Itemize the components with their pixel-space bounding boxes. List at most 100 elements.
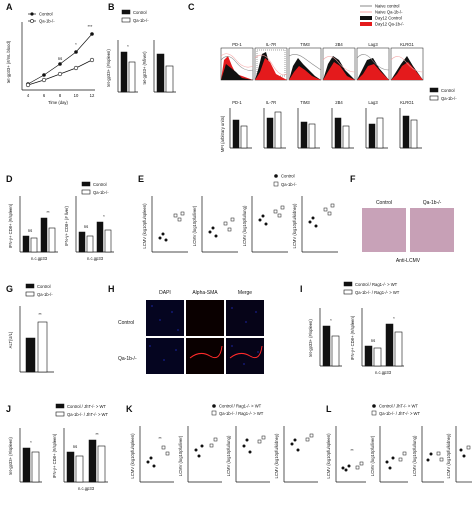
- scatter-ylabel: LCMV (log10pfu/spleen): [130, 433, 135, 479]
- legend-label: Qa-1b-/-: [133, 18, 149, 23]
- panel-j-xlabel: n.c.gp33: [78, 486, 95, 491]
- panel-i: I Control / Rag1-/- > WT Qa-1b-/- / Rag1…: [300, 281, 404, 375]
- bar-control: [266, 117, 274, 149]
- panel-c-histograms: PD-1 IL-7R TIM3: [220, 42, 424, 81]
- sig-marker: *: [330, 318, 332, 323]
- histogram-klrg1: KLRG1: [390, 42, 424, 81]
- panel-f-col: Control: [376, 200, 392, 206]
- legend-label: Control / Rag1-/- > WT: [355, 282, 398, 287]
- panel-e-legend: Control Qa-1b-/-: [273, 174, 297, 187]
- legend-label: Day12 Control: [375, 16, 402, 21]
- bar-ko: [165, 65, 174, 93]
- panel-c-mfi: PD-1 IL-7R TIM3 2B4 Lag3 KLRG1 MFI (arbi…: [220, 100, 422, 152]
- panel-b-legend: Control Qa-1b-/-: [121, 9, 149, 23]
- scatter-ylabel: LCMV (log10pfu/kidney): [274, 433, 279, 479]
- micrograph: [186, 300, 224, 336]
- scatter-ylabel: LCMV (log10pfu/kidney): [292, 203, 297, 249]
- bar-ko: [331, 335, 340, 367]
- sig-marker: ***: [88, 24, 93, 29]
- micrograph: [146, 338, 184, 374]
- panel-a-legend: Control Qa-1b-/-: [28, 12, 55, 24]
- panel-d-legend: Control Qa-1b-/-: [81, 181, 109, 195]
- panel-g: G Control Qa-1b-/- ALT(U/L) **: [6, 283, 54, 373]
- panel-a-xtick: 6: [43, 93, 46, 98]
- data-point: [74, 50, 78, 54]
- marker-label: KLRG1: [400, 100, 414, 105]
- marker-label: 2B4: [335, 100, 343, 105]
- panel-j-ylabel: tet-gp33+ (#/spleen): [8, 437, 13, 475]
- histogram-tim3: TIM3: [288, 42, 322, 81]
- panel-b-ylabel: tet-gp33+ (#/spleen): [106, 49, 111, 87]
- bar-ko: [31, 451, 40, 483]
- bar-control: [120, 51, 128, 93]
- data-point: [90, 32, 94, 36]
- legend-label: Qa-1b-/- / Rag1-/- > WT: [355, 290, 400, 295]
- panel-d-ylabel: IFN-γ+ CD8+ (# liver): [64, 206, 69, 246]
- panel-d: D Control Qa-1b-/- IFN-γ+ CD8+ (#/spleen…: [6, 174, 114, 261]
- bar-control: [22, 235, 30, 253]
- scatter-ylabel: LCMV (log10pfu/spleen): [142, 203, 147, 249]
- panel-c-legend-bottom: Control Qa-1b-/-: [429, 87, 457, 101]
- legend-label: Control / JhT-/- > WT: [379, 404, 418, 409]
- panel-f-label: F: [350, 174, 356, 184]
- legend-label: Qa-1b-/-: [93, 190, 109, 195]
- panel-g-ylabel: ALT(U/L): [8, 331, 13, 348]
- bar-ko: [104, 229, 112, 253]
- panel-h-row: Qa-1b-/-: [118, 356, 137, 362]
- bar-control: [402, 115, 410, 149]
- legend-label: Qa-1b-/-: [441, 96, 457, 101]
- marker-label: Lag3: [368, 42, 378, 47]
- panel-d-ylabel: IFN-γ+ CD8+ (#/spleen): [8, 203, 13, 248]
- panel-d-xlabel: n.c.gp33: [31, 256, 48, 261]
- panel-e: E Control Qa-1b-/- LCMV (log10pfu/spleen…: [138, 174, 338, 253]
- panel-f: F Control Qa-1b-/- Anti-LCMV: [350, 174, 454, 264]
- legend-label: Control: [133, 10, 147, 15]
- marker-label: PD-1: [232, 42, 242, 47]
- legend-label: Control: [441, 88, 455, 93]
- panel-b: B Control Qa-1b-/- tet-gp33+ (#/spleen) …: [106, 2, 176, 93]
- legend-label: Control: [93, 182, 107, 187]
- panel-h-col: Alpha-SMA: [192, 290, 218, 296]
- panel-i-ylabel: tet-gp33+ (#/spleen): [308, 319, 313, 357]
- marker-label: TIM3: [300, 42, 310, 47]
- panel-k-label: K: [126, 404, 133, 414]
- legend-label: Qa-1b-/- / Rag1-/- > WT: [219, 411, 264, 416]
- panel-a-xtick: 10: [74, 93, 79, 98]
- marker-label: PD-1: [232, 100, 242, 105]
- sig-marker: ns: [73, 444, 77, 449]
- histogram-2b4: 2B4: [322, 42, 356, 81]
- bar-control: [40, 217, 48, 253]
- histogram-pd1: PD-1: [220, 42, 254, 81]
- bar-control: [300, 121, 308, 149]
- marker-label: IL-7R: [266, 100, 276, 105]
- legend-label: Qa-1b-/- / JhT-/- > WT: [379, 411, 421, 416]
- bar-ko: [342, 125, 350, 149]
- panel-i-legend: Control / Rag1-/- > WT Qa-1b-/- / Rag1-/…: [343, 281, 400, 295]
- sig-marker: *: [103, 214, 105, 219]
- legend-label: Control / JhT-/- > WT: [67, 404, 106, 409]
- histogram-il7r: IL-7R: [254, 42, 288, 81]
- sig-marker: *: [75, 42, 77, 47]
- panel-e-label: E: [138, 174, 144, 184]
- panel-g-label: G: [6, 284, 13, 294]
- mfi-bars: [229, 108, 422, 149]
- sig-marker: ns: [371, 338, 375, 343]
- panel-c-label: C: [188, 2, 195, 12]
- bar-control: [156, 53, 165, 93]
- bar-ko: [30, 237, 38, 253]
- data-point: [58, 62, 62, 66]
- micrograph: [146, 300, 184, 336]
- panel-j-legend: Control / JhT-/- > WT Qa-1b-/- / JhT-/- …: [55, 403, 109, 417]
- bar-ko: [376, 117, 384, 149]
- sig-marker: **: [95, 432, 99, 437]
- legend-label: Qa-1b-/-: [37, 292, 53, 297]
- bar-ko: [48, 227, 56, 253]
- data-point: [41, 77, 47, 83]
- panel-a-ylabel: tet-gp33+ (#/mL blood): [6, 40, 11, 83]
- panel-c-legend-top: Naive control Naive Qa-1b-/- Day12 Contr…: [360, 4, 404, 27]
- micrograph-control: [362, 208, 406, 252]
- sig-marker: **: [158, 436, 162, 441]
- sig-marker: **: [38, 312, 42, 317]
- legend-label: Qa-1b-/-: [281, 182, 297, 187]
- panel-j-ylabel: IFN-γ+ CD8+ (#/spleen): [52, 433, 57, 478]
